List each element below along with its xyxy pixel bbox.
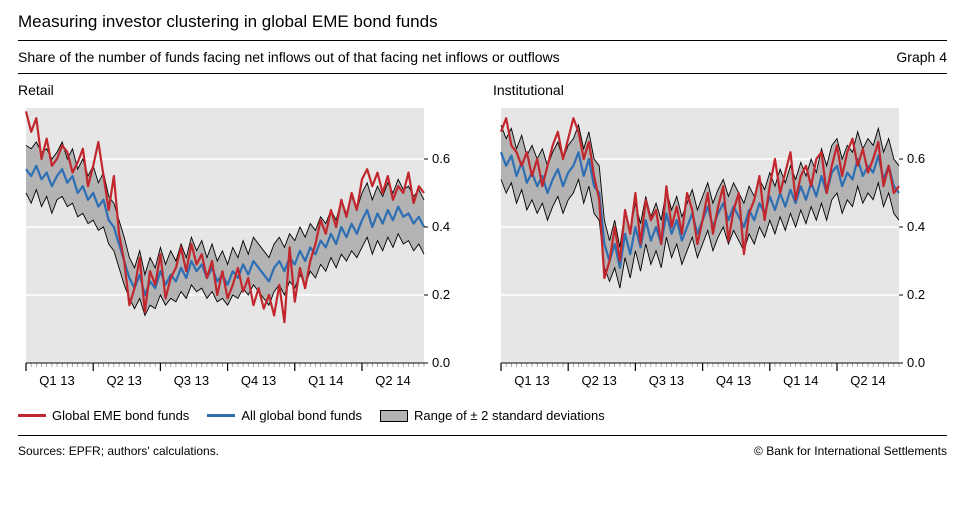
chart-subtitle: Share of the number of funds facing net …	[18, 49, 560, 65]
legend-swatch-band	[380, 410, 408, 422]
legend: Global EME bond funds All global bond fu…	[18, 402, 947, 433]
chart-retail: 0.0 0.2 0.4 0.6 Q1 13 Q2 13 Q3 13 Q4 13 Q1 14 Q2 …	[18, 102, 473, 402]
legend-swatch-eme	[18, 414, 46, 417]
svg-text:Q3 13: Q3 13	[649, 373, 684, 388]
panel-title-institutional: Institutional	[493, 82, 948, 102]
chart-title: Measuring investor clustering in global …	[18, 12, 947, 41]
legend-item-all: All global bond funds	[207, 408, 362, 423]
charts-container: Retail 0.0 0.2 0.4 0.6 Q1 13 Q2 13 Q3 13 Q4 13 Q…	[18, 74, 947, 402]
footer-copyright: © Bank for International Settlements	[754, 444, 947, 458]
legend-swatch-all	[207, 414, 235, 417]
svg-text:Q2 14: Q2 14	[850, 373, 885, 388]
svg-text:Q1 14: Q1 14	[308, 373, 343, 388]
chart-institutional: 0.0 0.2 0.4 0.6 Q1 13 Q2 13 Q3 13 Q4 13 Q1 14 Q2 …	[493, 102, 948, 402]
svg-text:0.4: 0.4	[907, 219, 925, 234]
legend-label-band: Range of ± 2 standard deviations	[414, 408, 605, 423]
svg-text:Q2 13: Q2 13	[581, 373, 616, 388]
legend-label-all: All global bond funds	[241, 408, 362, 423]
svg-text:Q1 13: Q1 13	[39, 373, 74, 388]
svg-text:0.4: 0.4	[432, 219, 450, 234]
svg-text:0.2: 0.2	[432, 287, 450, 302]
footer: Sources: EPFR; authors' calculations. © …	[18, 435, 947, 458]
svg-text:Q4 13: Q4 13	[716, 373, 751, 388]
svg-text:Q1 13: Q1 13	[514, 373, 549, 388]
panel-retail: Retail 0.0 0.2 0.4 0.6 Q1 13 Q2 13 Q3 13 Q4 13 Q…	[18, 82, 473, 402]
svg-text:Q3 13: Q3 13	[174, 373, 209, 388]
svg-text:Q2 13: Q2 13	[106, 373, 141, 388]
panel-title-retail: Retail	[18, 82, 473, 102]
svg-text:Q2 14: Q2 14	[375, 373, 410, 388]
svg-text:0.6: 0.6	[907, 151, 925, 166]
svg-text:0.6: 0.6	[432, 151, 450, 166]
legend-label-eme: Global EME bond funds	[52, 408, 189, 423]
svg-text:0.0: 0.0	[907, 355, 925, 370]
svg-text:Q1 14: Q1 14	[783, 373, 818, 388]
subtitle-row: Share of the number of funds facing net …	[18, 41, 947, 74]
svg-text:0.0: 0.0	[432, 355, 450, 370]
graph-number-label: Graph 4	[896, 49, 947, 65]
legend-item-band: Range of ± 2 standard deviations	[380, 408, 605, 423]
svg-text:Q4 13: Q4 13	[241, 373, 276, 388]
panel-institutional: Institutional 0.0 0.2 0.4 0.6 Q1 13 Q2 13 Q3 1…	[493, 82, 948, 402]
svg-text:0.2: 0.2	[907, 287, 925, 302]
footer-source: Sources: EPFR; authors' calculations.	[18, 444, 219, 458]
legend-item-eme: Global EME bond funds	[18, 408, 189, 423]
